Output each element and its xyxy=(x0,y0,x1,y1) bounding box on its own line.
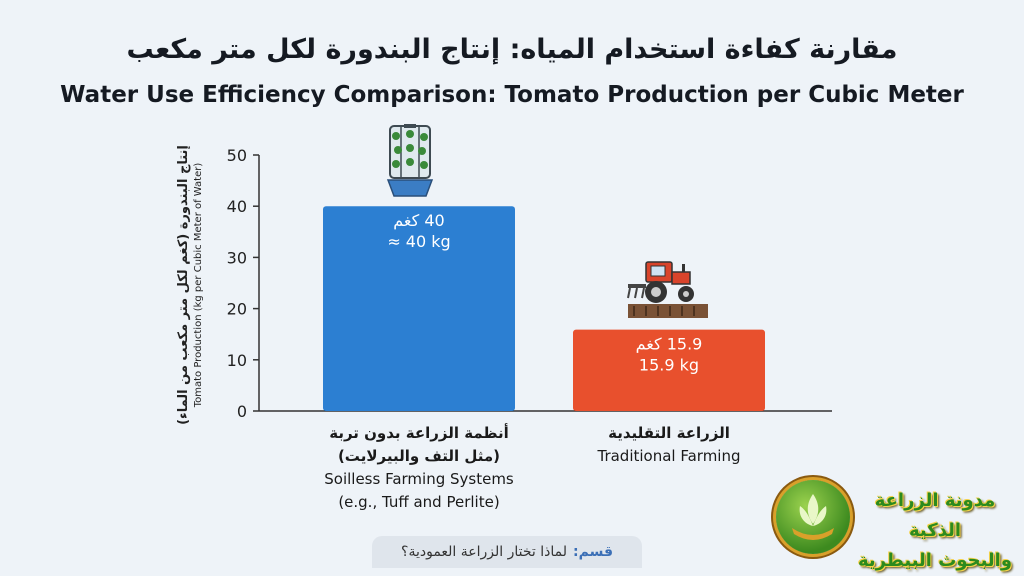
bars xyxy=(323,206,765,411)
y-tick-label: 40 xyxy=(227,197,247,216)
y-tick-label: 50 xyxy=(227,146,247,165)
category-label-soilless-en1: Soilless Farming Systems xyxy=(324,470,514,488)
y-tick-label: 30 xyxy=(227,248,247,267)
page-title-english: Water Use Efficiency Comparison: Tomato … xyxy=(60,82,964,108)
blog-brand-line1: مدونة الزراعة الذكية xyxy=(874,490,996,541)
tractor-icon xyxy=(627,261,708,318)
page-title-arabic: مقارنة كفاءة استخدام المياه: إنتاج البند… xyxy=(126,34,898,65)
vertical-hydroponic-tower-icon xyxy=(386,124,434,197)
data-label-ar-0: 40 كغم xyxy=(393,211,444,230)
data-label-en-1: 15.9 kg xyxy=(639,356,699,375)
category-tag-key: قسم: xyxy=(573,544,613,560)
blog-brand-line2: والبحوث البيطرية xyxy=(857,550,1013,571)
y-tick-label: 10 xyxy=(227,351,247,370)
bar-1 xyxy=(573,329,765,411)
category-label-traditional-ar1: الزراعة التقليدية xyxy=(608,424,730,442)
category-tag-value: لماذا تختار الزراعة العمودية؟ xyxy=(401,544,567,560)
category-label-soilless-ar1: أنظمة الزراعة بدون تربة xyxy=(329,424,509,442)
category-tag[interactable]: قسم: لماذا تختار الزراعة العمودية؟ xyxy=(372,536,642,568)
data-labels: 40 كغم ≈ 40 kg 15.9 كغم 15.9 kg xyxy=(387,211,702,374)
category-label-soilless-en2: (e.g., Tuff and Perlite) xyxy=(338,493,500,511)
y-axis-ticks: 0 10 20 30 40 50 xyxy=(227,146,259,421)
data-label-ar-1: 15.9 كغم xyxy=(636,335,703,354)
category-label-soilless-ar2: (مثل التف والبيرلايت) xyxy=(337,447,501,465)
data-label-en-0: ≈ 40 kg xyxy=(387,232,450,251)
category-label-traditional: الزراعة التقليدية Traditional Farming xyxy=(597,422,740,468)
category-label-soilless: أنظمة الزراعة بدون تربة (مثل التف والبير… xyxy=(324,422,514,514)
category-label-traditional-en1: Traditional Farming xyxy=(597,447,741,465)
blog-brand-name: مدونة الزراعة الذكية والبحوث البيطرية xyxy=(850,486,1020,576)
y-tick-label: 20 xyxy=(227,300,247,319)
blog-logo-icon xyxy=(776,480,850,554)
y-tick-label: 0 xyxy=(237,402,247,421)
bar-0 xyxy=(323,206,515,411)
